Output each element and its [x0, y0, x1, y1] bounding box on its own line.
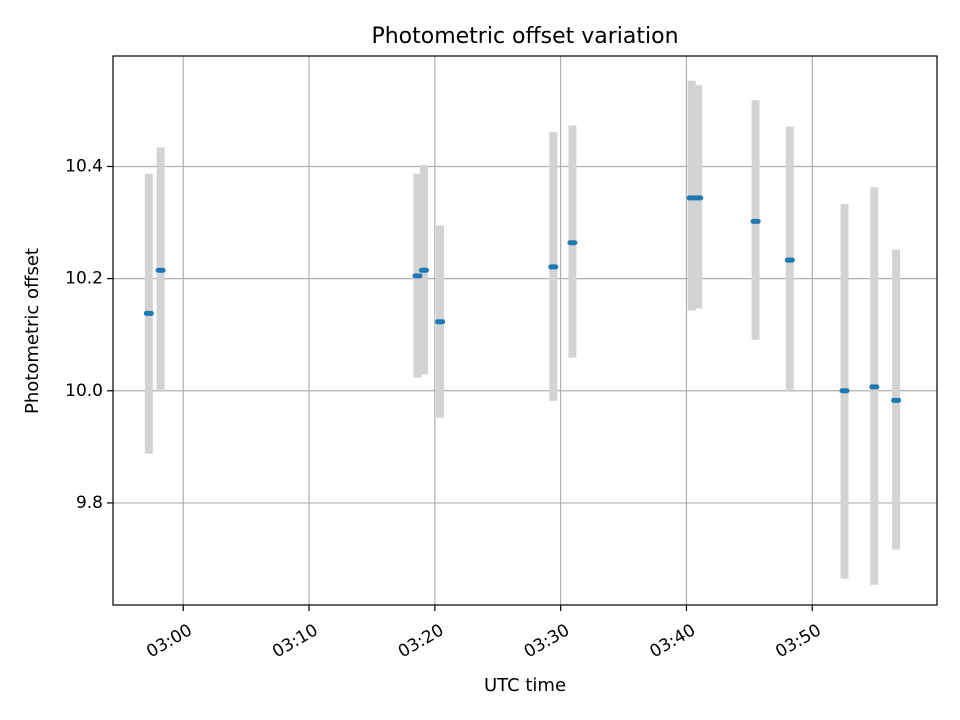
data-point [412, 273, 423, 279]
data-point [750, 218, 761, 224]
grid-layer [113, 56, 937, 605]
data-point [143, 310, 154, 316]
data-point [693, 195, 704, 201]
y-tick-label: 9.8 [76, 493, 103, 513]
data-point [435, 319, 446, 325]
y-tick-label: 10.2 [65, 269, 103, 289]
data-point [784, 257, 795, 263]
chart-title: Photometric offset variation [371, 24, 678, 49]
data-point [418, 267, 429, 273]
data-point [548, 264, 559, 270]
y-tick-label: 10.4 [65, 156, 103, 176]
y-tick-label: 10.0 [65, 381, 103, 401]
data-point [869, 384, 880, 390]
x-axis-label: UTC time [484, 675, 566, 696]
data-point [891, 397, 902, 403]
data-point [839, 388, 850, 394]
plot-frame [112, 55, 938, 606]
data-point [567, 240, 578, 246]
data-point [155, 267, 166, 273]
y-axis-label: Photometric offset [22, 248, 43, 414]
y-axis: 9.8 10.0 10.2 10.4 [65, 156, 113, 513]
point-layer [143, 195, 902, 403]
plot-area [113, 56, 937, 605]
